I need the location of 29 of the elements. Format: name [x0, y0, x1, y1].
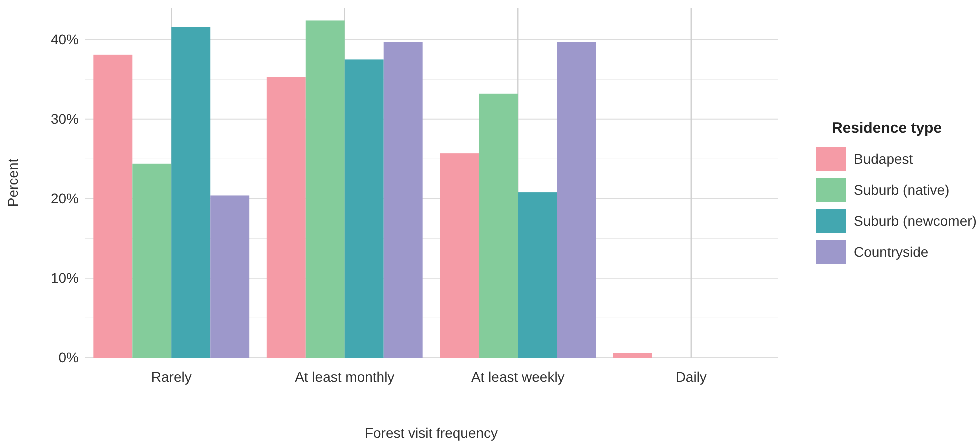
- bar: [132, 164, 172, 358]
- y-tick-label: 20%: [50, 190, 79, 206]
- x-tick-label: Daily: [676, 368, 707, 385]
- bar: [479, 94, 518, 358]
- bar: [384, 42, 423, 358]
- bar: [306, 20, 345, 358]
- bar: [94, 54, 133, 358]
- y-axis-title: Percent: [5, 158, 21, 208]
- y-tick-label: 10%: [50, 270, 79, 286]
- bar: [440, 154, 480, 358]
- bar: [613, 353, 652, 358]
- y-tick-label: 0%: [58, 349, 79, 366]
- legend-label: Suburb (newcomer): [854, 213, 977, 229]
- y-tick-label: 40%: [50, 31, 79, 48]
- bar: [344, 60, 384, 358]
- legend-label: Suburb (native): [854, 182, 950, 198]
- legend-title: Residence type: [832, 120, 942, 137]
- x-axis-title: Forest visit frequency: [364, 425, 498, 441]
- bar: [518, 192, 558, 358]
- x-tick-label: At least weekly: [471, 368, 565, 385]
- bar: [557, 42, 596, 358]
- legend-label: Budapest: [854, 151, 914, 167]
- x-tick-label: Rarely: [151, 368, 192, 385]
- y-tick-label: 30%: [50, 110, 79, 127]
- bar: [172, 27, 211, 358]
- bar: [210, 196, 250, 358]
- x-tick-label: At least monthly: [295, 368, 395, 385]
- legend-label: Countryside: [854, 244, 929, 260]
- bar: [266, 77, 306, 358]
